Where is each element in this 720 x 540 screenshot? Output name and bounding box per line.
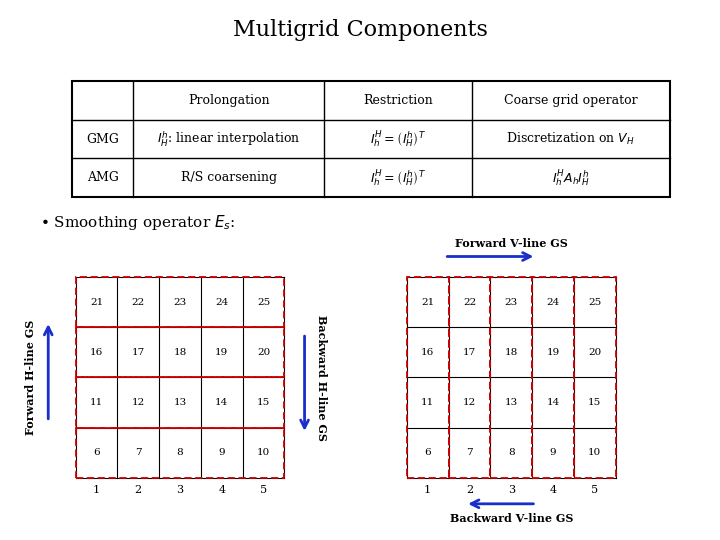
Bar xyxy=(76,277,284,327)
Text: 20: 20 xyxy=(588,348,601,357)
Text: 20: 20 xyxy=(257,348,270,357)
Text: 14: 14 xyxy=(546,398,559,407)
Bar xyxy=(407,277,449,478)
Text: 3: 3 xyxy=(176,485,184,495)
Text: Restriction: Restriction xyxy=(363,94,433,107)
Text: 10: 10 xyxy=(257,448,270,457)
Text: 7: 7 xyxy=(135,448,142,457)
Text: 12: 12 xyxy=(463,398,476,407)
Text: 9: 9 xyxy=(218,448,225,457)
Bar xyxy=(574,277,616,478)
Bar xyxy=(76,428,284,478)
Text: $I_H^h$: linear interpolation: $I_H^h$: linear interpolation xyxy=(157,130,300,148)
Text: 1: 1 xyxy=(93,485,100,495)
Text: 18: 18 xyxy=(174,348,186,357)
Bar xyxy=(76,327,284,377)
Text: 5: 5 xyxy=(260,485,267,495)
Text: Forward V-line GS: Forward V-line GS xyxy=(455,238,567,249)
Text: 4: 4 xyxy=(549,485,557,495)
Text: $I_h^H A_h I_H^h$: $I_h^H A_h I_H^h$ xyxy=(552,168,590,187)
Text: 24: 24 xyxy=(546,298,559,307)
Text: $I_h^H = \left(I_H^h\right)^T$: $I_h^H = \left(I_H^h\right)^T$ xyxy=(370,168,426,187)
Text: 25: 25 xyxy=(257,298,270,307)
Text: Coarse grid operator: Coarse grid operator xyxy=(504,94,637,107)
Text: 19: 19 xyxy=(546,348,559,357)
Text: 17: 17 xyxy=(132,348,145,357)
Text: 6: 6 xyxy=(93,448,100,457)
Text: R/S coarsening: R/S coarsening xyxy=(181,171,276,184)
Text: 17: 17 xyxy=(463,348,476,357)
Text: 8: 8 xyxy=(176,448,184,457)
Text: 7: 7 xyxy=(466,448,473,457)
Bar xyxy=(76,377,284,428)
Text: GMG: GMG xyxy=(86,132,119,146)
Bar xyxy=(532,277,574,478)
Text: Multigrid Components: Multigrid Components xyxy=(233,19,487,40)
Text: 21: 21 xyxy=(90,298,103,307)
Text: 25: 25 xyxy=(588,298,601,307)
Text: 19: 19 xyxy=(215,348,228,357)
Text: 10: 10 xyxy=(588,448,601,457)
Text: 14: 14 xyxy=(215,398,228,407)
Text: Backward H-line GS: Backward H-line GS xyxy=(316,314,328,441)
Text: 2: 2 xyxy=(135,485,142,495)
Text: 15: 15 xyxy=(257,398,270,407)
Text: 23: 23 xyxy=(174,298,186,307)
Text: 13: 13 xyxy=(505,398,518,407)
Bar xyxy=(490,277,532,478)
Text: 12: 12 xyxy=(132,398,145,407)
Text: 9: 9 xyxy=(549,448,557,457)
Text: Prolongation: Prolongation xyxy=(188,94,269,107)
Bar xyxy=(449,277,490,478)
Text: Discretization on $V_H$: Discretization on $V_H$ xyxy=(506,131,635,147)
Text: 21: 21 xyxy=(421,298,434,307)
Text: 11: 11 xyxy=(421,398,434,407)
Text: Backward V-line GS: Backward V-line GS xyxy=(449,513,573,524)
Text: 8: 8 xyxy=(508,448,515,457)
Text: Forward H-line GS: Forward H-line GS xyxy=(25,320,37,435)
Text: 3: 3 xyxy=(508,485,515,495)
Text: 22: 22 xyxy=(463,298,476,307)
Bar xyxy=(72,81,670,197)
Text: 11: 11 xyxy=(90,398,103,407)
Text: 22: 22 xyxy=(132,298,145,307)
Text: 5: 5 xyxy=(591,485,598,495)
Text: 15: 15 xyxy=(588,398,601,407)
Text: $I_h^H = \left(I_H^h\right)^T$: $I_h^H = \left(I_H^h\right)^T$ xyxy=(370,129,426,149)
Text: 24: 24 xyxy=(215,298,228,307)
Text: 4: 4 xyxy=(218,485,225,495)
Text: 23: 23 xyxy=(505,298,518,307)
Text: 1: 1 xyxy=(424,485,431,495)
Text: 16: 16 xyxy=(90,348,103,357)
Text: 13: 13 xyxy=(174,398,186,407)
Text: 18: 18 xyxy=(505,348,518,357)
Text: • Smoothing operator $E_s$:: • Smoothing operator $E_s$: xyxy=(40,213,235,232)
Text: 2: 2 xyxy=(466,485,473,495)
Text: AMG: AMG xyxy=(86,171,119,184)
Text: 16: 16 xyxy=(421,348,434,357)
Text: 6: 6 xyxy=(424,448,431,457)
